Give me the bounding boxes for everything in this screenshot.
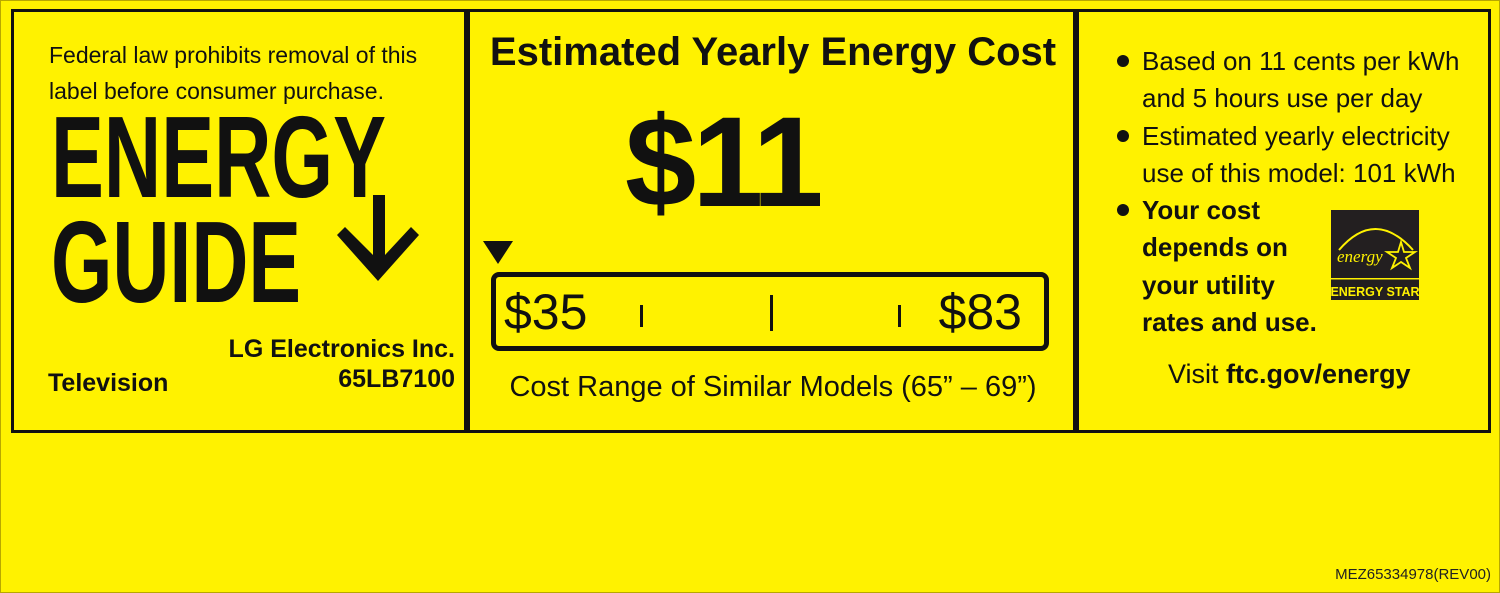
note-line: Estimated yearly electricity <box>1142 120 1450 151</box>
range-low: $35 <box>504 284 588 340</box>
energy-star-script: energy <box>1337 247 1383 266</box>
label-frame <box>11 9 1491 433</box>
divider-left <box>464 9 470 433</box>
range-caption: Cost Range of Similar Models (65” – 69”) <box>509 371 1037 403</box>
note-line: your utility <box>1142 269 1275 300</box>
energy-star-logo: energy ENERGY STAR <box>1331 210 1419 300</box>
star-icon <box>1384 238 1418 271</box>
range-tick <box>898 305 901 327</box>
notes-list: Based on 11 cents per kWh and 5 hours us… <box>1115 43 1459 341</box>
note-item-cost: Your cost depends on your utility rates … <box>1115 192 1459 341</box>
manufacturer-info: LG Electronics Inc. 65LB7100 <box>229 334 455 394</box>
energy-star-label: ENERGY STAR <box>1331 285 1419 299</box>
note-line: Based on 11 cents per kWh <box>1142 46 1460 76</box>
note-line: and 5 hours use per day <box>1142 83 1423 114</box>
logo-energy: ENERGY <box>51 105 386 222</box>
legal-notice: Federal law prohibits removal of this la… <box>49 37 417 109</box>
note-line: depends on <box>1142 232 1288 263</box>
legal-line: label before consumer purchase. <box>49 78 384 104</box>
yearly-cost: $11 <box>625 91 823 234</box>
product-type: Television <box>48 369 169 397</box>
logo-guide: GUIDE <box>51 197 301 310</box>
cost-range-bar: $35 $83 <box>491 272 1049 351</box>
cost-heading: Estimated Yearly Energy Cost <box>489 30 1057 74</box>
ftc-url[interactable]: ftc.gov/energy <box>1226 359 1411 389</box>
divider-right <box>1073 9 1079 433</box>
down-arrow-icon <box>337 195 419 281</box>
note-item: Based on 11 cents per kWh and 5 hours us… <box>1115 43 1459 118</box>
model-number: 65LB7100 <box>338 365 455 393</box>
visit-link-line: Visit ftc.gov/energy <box>1168 359 1411 390</box>
note-line: Your cost <box>1142 195 1260 226</box>
energy-guide-logo: ENERGY GUIDE <box>51 105 419 310</box>
range-tick <box>770 295 773 331</box>
part-number: MEZ65334978(REV00) <box>1335 566 1491 583</box>
cost-position-marker-icon <box>483 241 513 264</box>
range-high: $83 <box>938 284 1022 340</box>
range-tick <box>640 305 643 327</box>
note-line: use of this model: 101 kWh <box>1142 157 1456 188</box>
note-line: rates and use. <box>1142 307 1317 338</box>
manufacturer: LG Electronics Inc. <box>228 335 455 363</box>
note-item: Estimated yearly electricity use of this… <box>1115 118 1459 193</box>
visit-prefix: Visit <box>1168 359 1227 389</box>
legal-line: Federal law prohibits removal of this <box>49 42 418 68</box>
